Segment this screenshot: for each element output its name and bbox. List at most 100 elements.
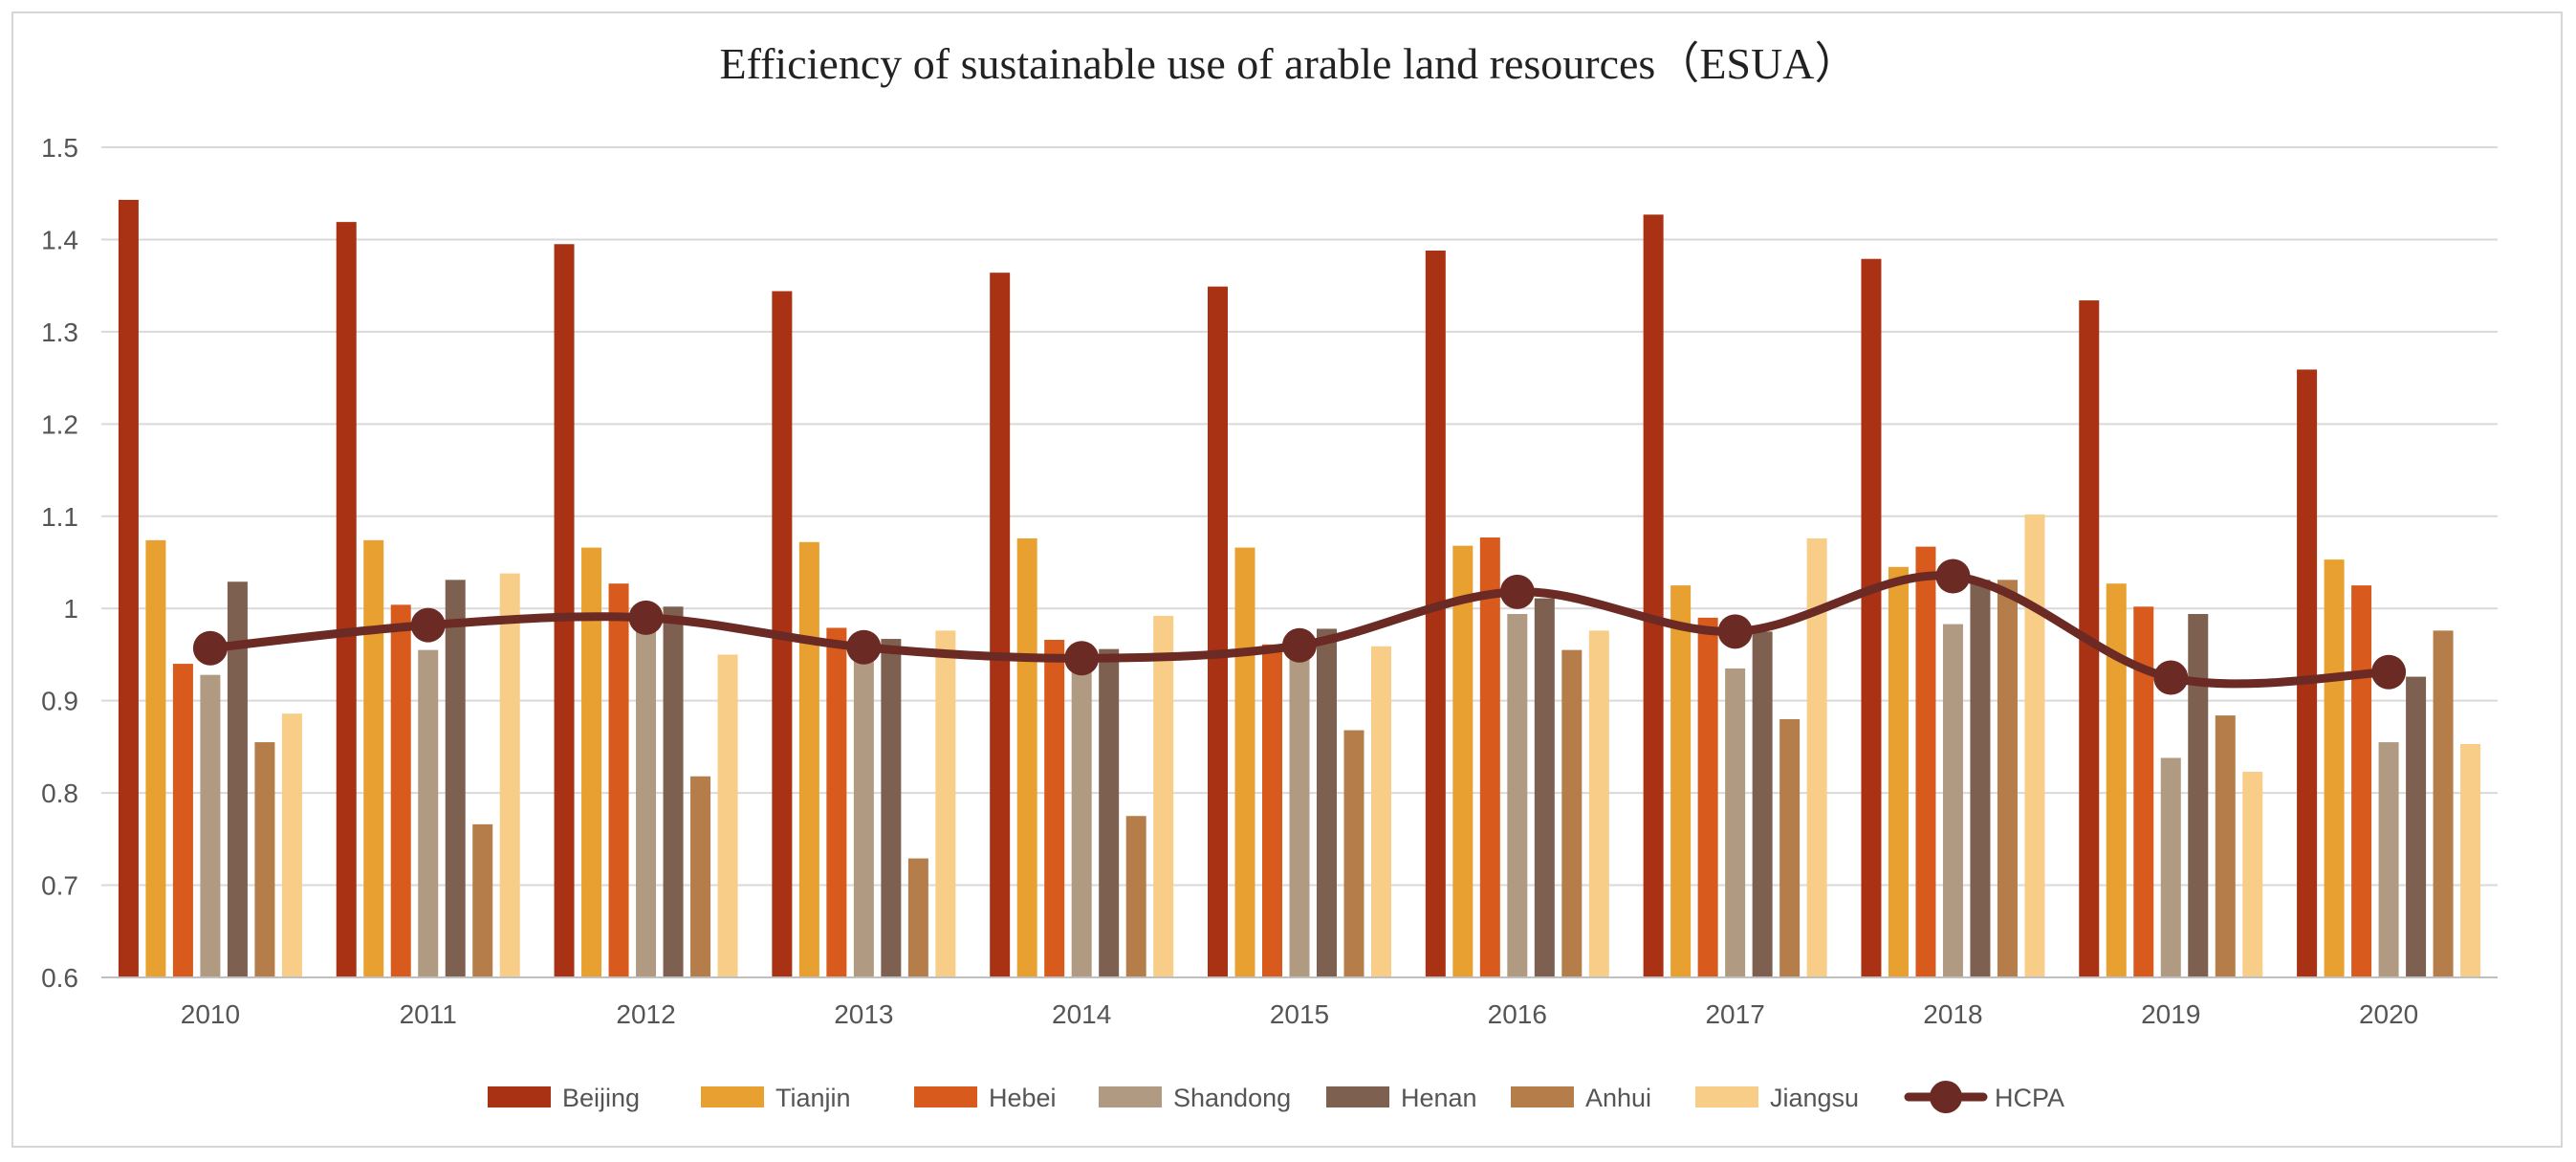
bar-tianjin-2019	[2106, 583, 2127, 977]
axis-layer: 0.6 0.7 0.8 0.9 1 1.1 1.2 1.3 1.4 1.5 2010 2011 2012…	[41, 133, 2498, 1029]
bar-hebei-2012	[608, 583, 629, 977]
bar-henan-2020	[2406, 676, 2427, 977]
bar-henan-2012	[663, 606, 684, 977]
hcpa-point-2014	[1064, 641, 1100, 676]
hcpa-point-2016	[1499, 574, 1535, 609]
bar-hebei-2015	[1262, 644, 1282, 977]
bar-tianjin-2010	[145, 539, 166, 977]
bar-henan-2014	[1099, 648, 1120, 977]
legend-item-anhui: Anhui	[1511, 1084, 1651, 1112]
legend-label: HCPA	[1995, 1084, 2064, 1112]
bar-jiangsu-2020	[2460, 743, 2481, 977]
bar-beijing-2018	[1861, 258, 1882, 978]
bar-anhui-2017	[1779, 718, 1801, 977]
bar-hebei-2013	[826, 627, 847, 977]
bar-henan-2017	[1752, 631, 1773, 977]
y-tick-label: 1.3	[41, 318, 78, 347]
legend-layer: Beijing Tianjin Hebei Shandong Henan Anhui Jia…	[488, 1081, 2064, 1113]
hcpa-point-2011	[410, 607, 446, 643]
bar-beijing-2011	[336, 222, 357, 977]
hcpa-point-2013	[846, 629, 882, 665]
bar-jiangsu-2015	[1371, 646, 1391, 977]
hcpa-point-2019	[2153, 660, 2189, 695]
bar-beijing-2014	[990, 273, 1011, 978]
y-tick-label: 0.7	[41, 871, 78, 901]
hcpa-point-2010	[192, 630, 228, 666]
bar-jiangsu-2010	[281, 713, 302, 977]
legend-swatch	[914, 1086, 977, 1107]
bar-anhui-2012	[690, 776, 711, 977]
legend-label: Anhui	[1585, 1084, 1651, 1112]
legend-label: Beijing	[562, 1084, 640, 1112]
bar-shandong-2010	[200, 674, 221, 977]
legend-swatch	[701, 1086, 764, 1107]
x-tick-label: 2011	[400, 999, 457, 1029]
legend-item-henan: Henan	[1326, 1084, 1477, 1112]
x-tick-label: 2020	[2359, 999, 2418, 1029]
bar-shandong-2016	[1507, 614, 1528, 977]
bar-beijing-2016	[1425, 251, 1446, 977]
chart-svg: Efficiency of sustainable use of arable …	[41, 39, 2498, 1113]
legend-marker	[1930, 1081, 1962, 1113]
bar-hebei-2016	[1479, 537, 1500, 977]
y-tick-label: 1.4	[41, 225, 78, 254]
bar-hebei-2010	[172, 664, 193, 977]
bar-hebei-2014	[1044, 640, 1065, 977]
y-tick-label: 0.6	[41, 963, 78, 993]
legend-swatch	[488, 1086, 551, 1107]
legend-label: Hebei	[989, 1084, 1057, 1112]
bar-tianjin-2018	[1888, 566, 1909, 977]
bar-shandong-2020	[2378, 742, 2399, 977]
bar-anhui-2014	[1125, 816, 1146, 977]
legend-swatch	[1695, 1086, 1758, 1107]
x-tick-label: 2016	[1488, 999, 1547, 1029]
bar-henan-2016	[1534, 598, 1555, 977]
x-tick-label: 2013	[834, 999, 893, 1029]
y-tick-label: 0.9	[41, 687, 78, 716]
legend-item-beijing: Beijing	[488, 1084, 640, 1112]
bar-henan-2011	[445, 580, 466, 977]
x-tick-label: 2010	[181, 999, 240, 1029]
legend-swatch	[1326, 1086, 1389, 1107]
y-tick-label: 0.8	[41, 778, 78, 808]
bar-anhui-2020	[2433, 630, 2454, 977]
bar-shandong-2014	[1071, 647, 1092, 977]
bar-tianjin-2016	[1452, 545, 1474, 977]
x-tick-label: 2015	[1270, 999, 1329, 1029]
bar-beijing-2012	[554, 244, 575, 977]
x-tick-label: 2014	[1052, 999, 1111, 1029]
bar-beijing-2010	[118, 199, 139, 977]
legend-swatch	[1511, 1086, 1574, 1107]
bar-shandong-2012	[636, 613, 657, 977]
x-tick-label: 2012	[616, 999, 675, 1029]
bar-tianjin-2011	[363, 539, 384, 977]
bar-beijing-2020	[2297, 369, 2318, 977]
bar-hebei-2017	[1697, 617, 1718, 977]
bar-tianjin-2015	[1234, 547, 1255, 977]
bar-jiangsu-2012	[717, 654, 738, 977]
bar-anhui-2018	[1997, 580, 2018, 977]
legend-item-tianjin: Tianjin	[701, 1084, 851, 1112]
bar-jiangsu-2018	[2024, 514, 2045, 977]
legend-item-shandong: Shandong	[1099, 1084, 1291, 1112]
legend-label: Shandong	[1173, 1084, 1291, 1112]
bar-hebei-2018	[1915, 546, 1936, 977]
bar-anhui-2016	[1561, 649, 1583, 977]
bar-henan-2013	[881, 639, 902, 977]
bar-tianjin-2012	[581, 547, 602, 977]
bar-anhui-2010	[254, 742, 275, 977]
x-tick-label: 2019	[2141, 999, 2200, 1029]
bar-jiangsu-2016	[1588, 630, 1609, 977]
bar-henan-2010	[227, 581, 248, 977]
bar-layer	[118, 199, 2481, 978]
bar-shandong-2018	[1942, 624, 1963, 977]
chart-title: Efficiency of sustainable use of arable …	[720, 39, 1859, 88]
legend-item-jiangsu: Jiangsu	[1695, 1084, 1859, 1112]
bar-shandong-2017	[1725, 668, 1746, 977]
bar-tianjin-2020	[2324, 559, 2345, 977]
bar-hebei-2019	[2133, 606, 2154, 977]
bar-henan-2018	[1970, 580, 1991, 977]
x-tick-label: 2017	[1705, 999, 1764, 1029]
bar-jiangsu-2011	[499, 573, 520, 977]
bar-shandong-2019	[2160, 757, 2181, 977]
